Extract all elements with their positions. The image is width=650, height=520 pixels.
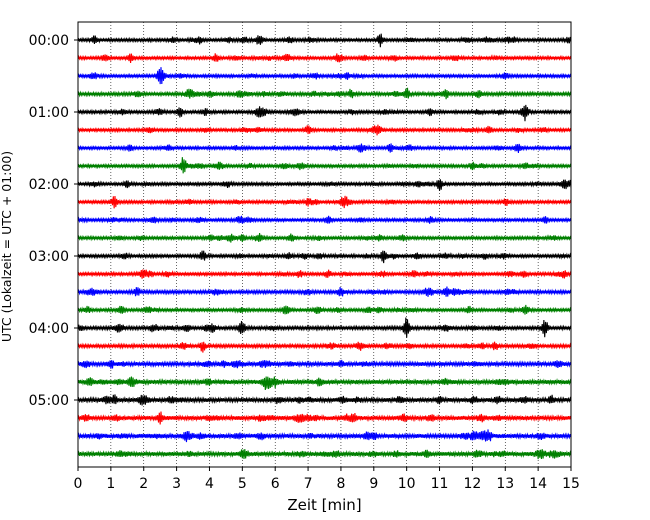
plot-frame [77,21,572,468]
x-tick-label: 6 [271,476,280,492]
x-tick-label: 0 [74,476,83,492]
x-tick-label: 3 [172,476,181,492]
trace-0230 [77,215,572,224]
x-tick-label: 12 [463,476,481,492]
trace-0000 [77,33,572,48]
trace-0530 [77,429,572,443]
y-axis-label: UTC (Lokalzeit = UTC + 01:00) [0,151,14,342]
x-tick-label: 4 [205,476,214,492]
trace-0445 [77,376,572,391]
trace-0545 [77,449,572,460]
x-tick-label: 1 [106,476,115,492]
x-tick-label: 2 [139,476,148,492]
trace-0415 [77,341,572,353]
trace-0515 [77,411,572,425]
seismogram-traces [77,33,572,460]
y-tick-label: 01:00 [29,105,69,121]
y-tick-label: 00:00 [29,33,69,49]
x-tick-label: 5 [238,476,247,492]
x-tick-label: 9 [369,476,378,492]
x-axis-ticks: 0 1 2 3 4 5 6 7 8 9 10 11 12 13 14 15 [74,467,580,492]
x-tick-label: 15 [562,476,580,492]
y-tick-label: 05:00 [29,393,69,409]
x-tick-label: 8 [336,476,345,492]
y-tick-label: 02:00 [29,177,69,193]
y-tick-label: 04:00 [29,321,69,337]
trace-0430 [77,359,572,369]
vertical-grid-lines [110,22,539,467]
x-tick-label: 14 [529,476,547,492]
x-tick-label: 13 [496,476,514,492]
x-tick-label: 7 [304,476,313,492]
y-axis-ticks: 00:00 01:00 02:00 03:00 04:00 05:00 [29,33,78,409]
x-tick-label: 11 [431,476,449,492]
trace-0500 [77,394,572,406]
trace-0300 [77,250,572,264]
y-tick-label: 03:00 [29,249,69,265]
x-tick-label: 10 [398,476,416,492]
trace-0045 [77,87,572,100]
x-axis-label: Zeit [min] [287,496,361,514]
